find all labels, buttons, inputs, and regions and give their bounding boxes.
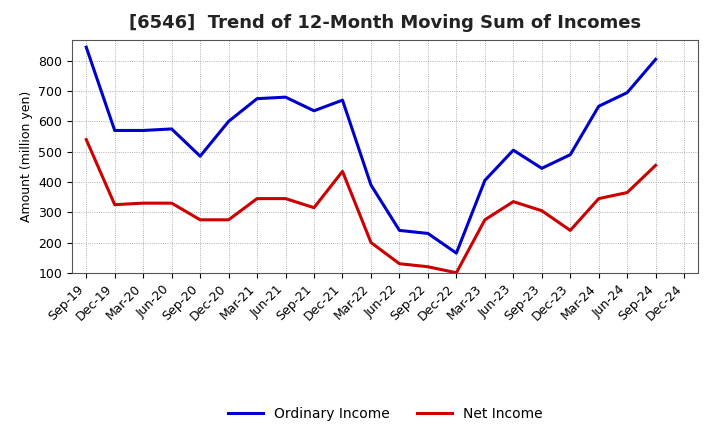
Net Income [509, 199, 518, 204]
Ordinary Income [509, 147, 518, 153]
Ordinary Income [623, 90, 631, 95]
Y-axis label: Amount (million yen): Amount (million yen) [19, 91, 32, 222]
Title: [6546]  Trend of 12-Month Moving Sum of Incomes: [6546] Trend of 12-Month Moving Sum of I… [129, 15, 642, 33]
Ordinary Income [82, 44, 91, 50]
Ordinary Income [110, 128, 119, 133]
Ordinary Income [310, 108, 318, 114]
Net Income [423, 264, 432, 269]
Line: Ordinary Income: Ordinary Income [86, 47, 656, 253]
Ordinary Income [196, 154, 204, 159]
Ordinary Income [652, 57, 660, 62]
Ordinary Income [566, 152, 575, 158]
Net Income [253, 196, 261, 201]
Ordinary Income [338, 98, 347, 103]
Net Income [595, 196, 603, 201]
Net Income [196, 217, 204, 223]
Net Income [566, 228, 575, 233]
Legend: Ordinary Income, Net Income: Ordinary Income, Net Income [222, 401, 548, 426]
Net Income [652, 163, 660, 168]
Ordinary Income [537, 166, 546, 171]
Line: Net Income: Net Income [86, 139, 656, 273]
Net Income [623, 190, 631, 195]
Ordinary Income [139, 128, 148, 133]
Net Income [310, 205, 318, 210]
Net Income [282, 196, 290, 201]
Net Income [139, 201, 148, 206]
Net Income [395, 261, 404, 266]
Net Income [82, 137, 91, 142]
Net Income [225, 217, 233, 223]
Ordinary Income [423, 231, 432, 236]
Net Income [110, 202, 119, 207]
Ordinary Income [480, 178, 489, 183]
Net Income [366, 240, 375, 245]
Ordinary Income [452, 250, 461, 256]
Ordinary Income [366, 182, 375, 187]
Ordinary Income [282, 95, 290, 100]
Net Income [480, 217, 489, 223]
Net Income [452, 270, 461, 275]
Ordinary Income [167, 126, 176, 132]
Net Income [537, 208, 546, 213]
Net Income [167, 201, 176, 206]
Ordinary Income [395, 228, 404, 233]
Ordinary Income [253, 96, 261, 101]
Net Income [338, 169, 347, 174]
Ordinary Income [225, 119, 233, 124]
Ordinary Income [595, 103, 603, 109]
